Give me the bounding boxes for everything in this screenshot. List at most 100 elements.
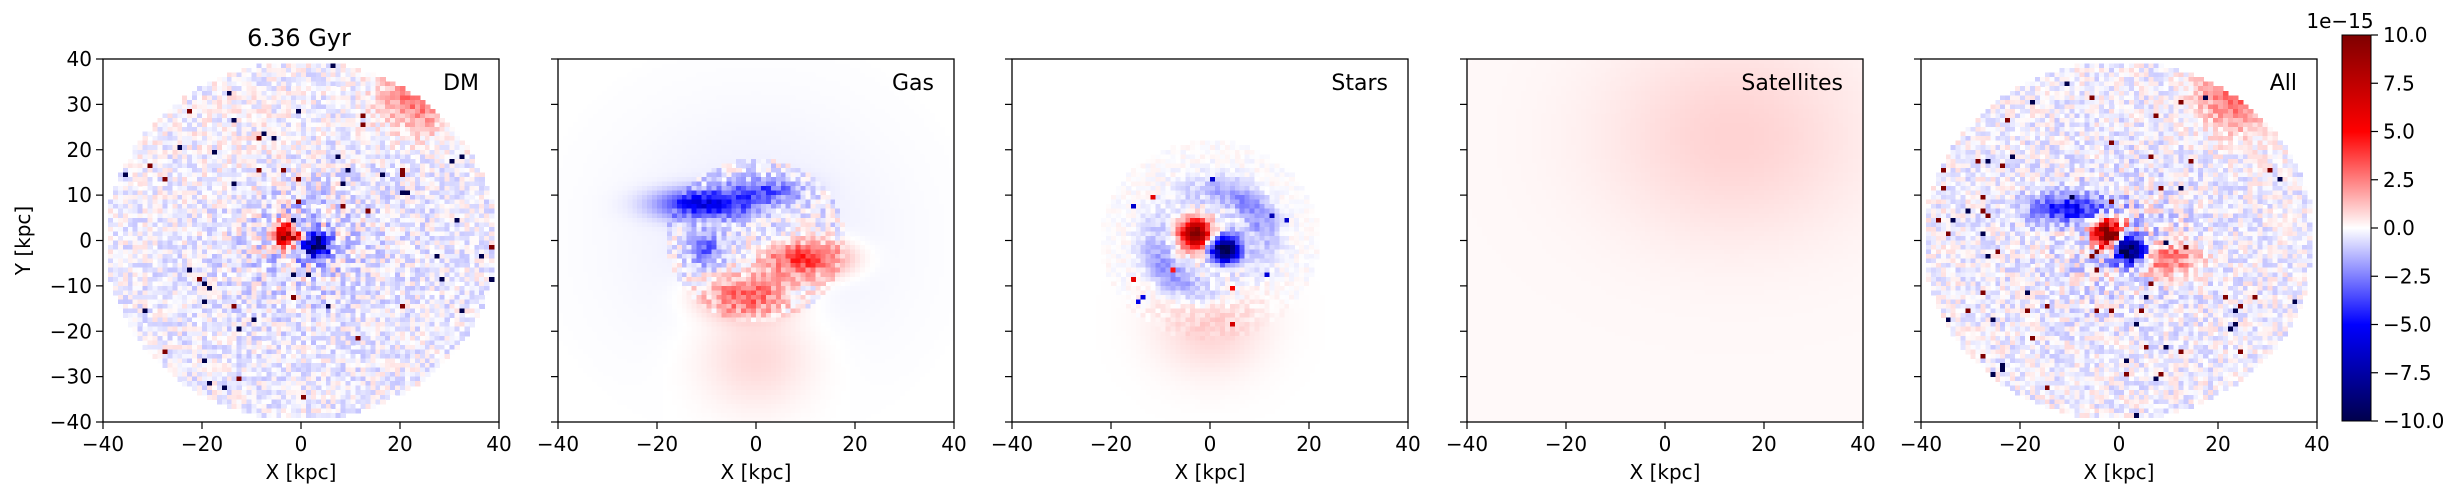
heatmap-cell: [301, 394, 307, 400]
heatmap-cell: [310, 390, 317, 396]
heatmap-cell: [320, 313, 327, 319]
heatmap-cell: [429, 353, 436, 360]
heatmap-cell: [261, 145, 267, 151]
heatmap-cell: [241, 258, 248, 264]
heatmap-cell: [211, 149, 218, 155]
heatmap-cell: [276, 294, 282, 301]
heatmap-cell: [251, 317, 258, 323]
heatmap-cell: [142, 195, 149, 201]
heatmap-cell: [424, 349, 431, 355]
heatmap-cell: [370, 149, 376, 155]
heatmap-cell: [785, 68, 792, 74]
heatmap-cell: [251, 385, 258, 391]
heatmap-cell: [400, 90, 406, 96]
heatmap-cell: [241, 163, 248, 169]
heatmap-cell: [276, 276, 282, 282]
heatmap-cell: [107, 217, 114, 223]
heatmap-cell: [202, 294, 208, 301]
heatmap-cell: [167, 326, 173, 332]
heatmap-cell: [142, 304, 149, 310]
heatmap-cell: [315, 190, 322, 196]
heatmap-cell: [206, 394, 213, 400]
heatmap-cell: [261, 195, 267, 201]
heatmap-cell: [147, 285, 154, 292]
heatmap-cell: [395, 136, 401, 142]
heatmap-cell: [197, 340, 203, 346]
heatmap-cell: [419, 158, 426, 164]
heatmap-cell: [340, 195, 347, 201]
heatmap-cell: [484, 226, 490, 233]
heatmap-cell: [261, 149, 267, 155]
heatmap-cell: [266, 140, 272, 146]
heatmap-cell: [429, 149, 436, 155]
heatmap-cell: [167, 267, 173, 273]
heatmap-cell: [202, 376, 208, 382]
heatmap-cell: [202, 285, 208, 292]
heatmap-cell: [335, 99, 342, 105]
heatmap-cell: [147, 317, 154, 323]
heatmap-cell: [320, 326, 327, 332]
heatmap-cell: [211, 322, 218, 328]
heatmap-cell: [325, 186, 332, 192]
heatmap-cell: [281, 331, 287, 337]
heatmap-cell: [197, 231, 203, 237]
heatmap-cell: [241, 281, 248, 287]
heatmap-cell: [305, 204, 312, 210]
heatmap-cell: [152, 294, 159, 301]
heatmap-cell: [162, 172, 168, 178]
heatmap-cell: [315, 136, 322, 142]
heatmap-cell: [305, 245, 312, 251]
heatmap-cell: [211, 290, 218, 296]
heatmap-cell: [380, 394, 386, 400]
heatmap-cell: [187, 367, 193, 373]
heatmap-cell: [404, 190, 411, 196]
heatmap-cell: [434, 113, 441, 119]
heatmap-cell: [246, 140, 253, 146]
heatmap-cell: [340, 204, 347, 210]
heatmap-cell: [206, 167, 213, 174]
heatmap-cell: [216, 335, 223, 341]
heatmap-cell: [444, 308, 451, 314]
heatmap-cell: [226, 376, 233, 382]
heatmap-cell: [152, 208, 159, 214]
heatmap-cell: [192, 199, 198, 205]
heatmap-cell: [182, 154, 188, 160]
heatmap-cell: [400, 108, 406, 115]
heatmap-cell: [400, 304, 406, 310]
heatmap-cell: [157, 217, 163, 223]
heatmap-cell: [246, 113, 253, 119]
heatmap-cell: [137, 326, 144, 332]
heatmap-cell: [246, 349, 253, 355]
heatmap-cell: [355, 199, 361, 205]
heatmap-cell: [365, 95, 371, 101]
heatmap-cell: [444, 349, 451, 355]
heatmap-cell: [434, 204, 441, 210]
heatmap-cell: [256, 240, 262, 246]
heatmap-cell: [266, 272, 272, 278]
heatmap-cell: [414, 136, 421, 142]
heatmap-cell: [360, 213, 366, 219]
heatmap-cell: [360, 245, 366, 251]
heatmap-cell: [301, 267, 307, 273]
x-tick-label: 40: [486, 432, 511, 456]
heatmap-cell: [825, 59, 831, 65]
heatmap-cell: [167, 285, 173, 292]
heatmap-cell: [325, 344, 332, 350]
heatmap-cell: [182, 122, 188, 128]
heatmap-cell: [795, 59, 802, 65]
heatmap-cell: [286, 222, 292, 228]
heatmap-cell: [310, 344, 317, 350]
heatmap-cell: [305, 272, 312, 278]
heatmap-cell: [350, 208, 357, 214]
heatmap-cell: [122, 235, 129, 242]
heatmap-cell: [192, 127, 198, 133]
heatmap-cell: [162, 186, 168, 192]
heatmap-cell: [276, 290, 282, 296]
heatmap-cell: [231, 108, 238, 115]
heatmap-cell: [305, 222, 312, 228]
heatmap-cell: [286, 154, 292, 160]
heatmap-cell: [335, 240, 342, 246]
heatmap-cell: [380, 172, 386, 178]
heatmap-cell: [360, 163, 366, 169]
heatmap-cell: [241, 158, 248, 164]
